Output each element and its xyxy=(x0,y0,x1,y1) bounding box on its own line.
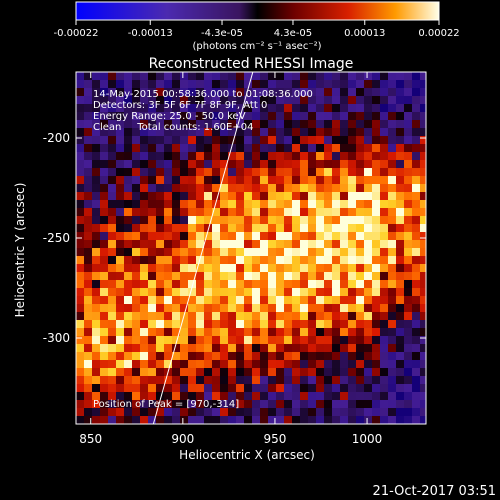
colorbar-ticks: -0.00022 -0.00013 -4.3e-05 4.3e-05 0.00013 0.… xyxy=(54,20,460,39)
colorbar-tick-label: 0.00022 xyxy=(418,28,459,39)
annotation-time-range: 14-May-2015 00:58:36.000 to 01:08:36.000 xyxy=(93,89,313,100)
y-tick-label: -250 xyxy=(43,231,70,245)
footer-timestamp: 21-Oct-2017 03:51 xyxy=(373,484,496,499)
annotation-energy-range: Energy Range: 25.0 - 50.0 keV xyxy=(93,111,246,122)
colorbar-gradient xyxy=(75,1,440,21)
x-tick-label: 950 xyxy=(263,432,286,446)
y-tick-label: -300 xyxy=(43,331,70,345)
y-axis-ticks: -200 -250 -300 xyxy=(43,131,426,345)
solar-limb-line xyxy=(152,72,254,424)
x-axis-ticks: 850 900 950 1000 xyxy=(79,72,382,446)
colorbar-tick-label: -4.3e-05 xyxy=(201,28,243,39)
colorbar-tick-label: 4.3e-05 xyxy=(274,28,312,39)
chart-title: Reconstructed RHESSI Image xyxy=(149,56,354,72)
colorbar-tick-label: -0.00013 xyxy=(128,28,173,39)
annotation-clean-counts: Clean Total counts: 1.60E+04 xyxy=(93,122,253,133)
annotation-block: 14-May-2015 00:58:36.000 to 01:08:36.000… xyxy=(93,89,313,133)
x-tick-label: 1000 xyxy=(352,432,383,446)
annotation-detectors: Detectors: 3F 5F 6F 7F 8F 9F, Att 0 xyxy=(93,100,267,111)
heatmap-area xyxy=(76,72,426,424)
heatmap-cells xyxy=(76,72,426,424)
colorbar: -0.00022 -0.00013 -4.3e-05 4.3e-05 0.00013 0.… xyxy=(54,1,460,52)
x-axis-label: Heliocentric X (arcsec) xyxy=(179,448,315,462)
y-axis-label: Heliocentric Y (arcsec) xyxy=(13,183,27,318)
peak-position-label: Position of Peak = [970,-314] xyxy=(93,399,239,410)
plot-frame xyxy=(75,71,427,425)
x-tick-label: 850 xyxy=(79,432,102,446)
colorbar-tick-label: -0.00022 xyxy=(54,28,99,39)
x-tick-label: 900 xyxy=(171,432,194,446)
colorbar-units: (photons cm⁻² s⁻¹ asec⁻²) xyxy=(192,41,321,52)
colorbar-tick-label: 0.00013 xyxy=(344,28,385,39)
y-tick-label: -200 xyxy=(43,131,70,145)
